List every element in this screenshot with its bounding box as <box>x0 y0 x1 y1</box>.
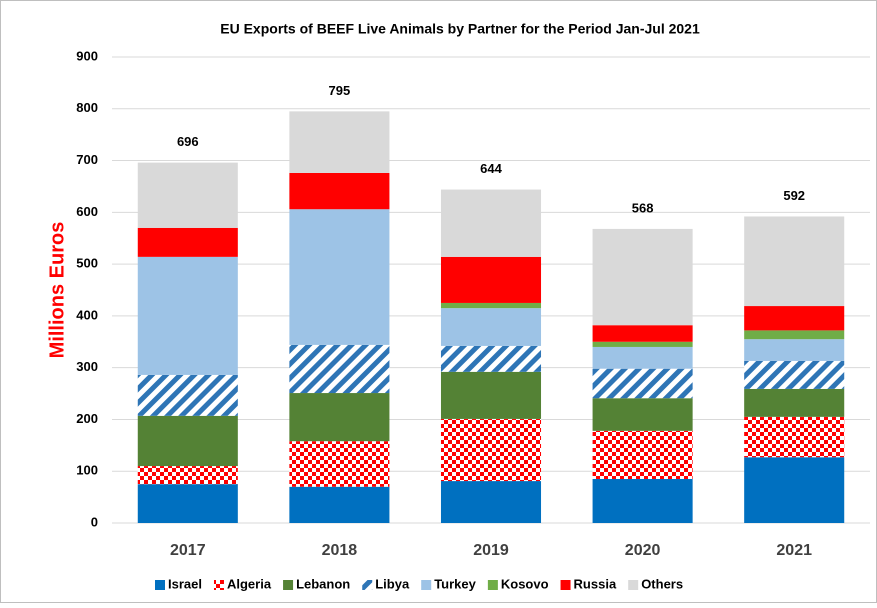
bar-segment <box>744 416 845 458</box>
bar-segment <box>137 162 238 228</box>
legend-label: Kosovo <box>501 576 549 591</box>
legend-swatch <box>628 580 639 590</box>
total-label: 644 <box>480 161 502 176</box>
legend-swatch <box>421 580 432 590</box>
x-tick-label: 2018 <box>322 542 358 559</box>
y-tick-label: 400 <box>76 307 98 322</box>
bar-segment <box>744 339 845 361</box>
bar-segment <box>440 481 542 523</box>
bar-segment <box>592 368 693 399</box>
chart-title: EU Exports of BEEF Live Animals by Partn… <box>220 21 700 37</box>
bar-segment <box>137 256 238 375</box>
y-tick-label: 500 <box>76 256 98 271</box>
bar-segment <box>440 418 542 482</box>
total-label: 795 <box>329 83 351 98</box>
bar-segment <box>592 430 693 479</box>
bar-segment <box>440 302 542 309</box>
bar-segment <box>744 330 845 340</box>
total-label: 568 <box>632 200 654 215</box>
y-tick-label: 800 <box>76 100 98 115</box>
legend-swatch <box>487 580 498 590</box>
total-label: 592 <box>783 188 805 203</box>
bar-segment <box>592 346 693 369</box>
x-tick-label: 2019 <box>473 542 509 559</box>
bar-segment <box>744 457 845 523</box>
legend-swatch <box>283 580 294 590</box>
legend-swatch <box>362 580 373 590</box>
legend-label: Libya <box>375 576 410 591</box>
bar-segment <box>744 216 845 307</box>
legend-swatch <box>155 580 165 590</box>
bar-segment <box>289 209 390 345</box>
x-tick-label: 2020 <box>625 542 661 559</box>
bar-segment <box>440 308 542 346</box>
bar-segment <box>592 478 693 523</box>
bar-segment <box>289 441 390 487</box>
bar-segment <box>592 228 693 326</box>
bar-segment <box>744 360 845 389</box>
bar-segment <box>289 111 390 173</box>
y-tick-label: 300 <box>76 359 98 374</box>
legend-swatch <box>213 580 224 590</box>
legend-label: Lebanon <box>296 576 350 591</box>
x-tick-label: 2017 <box>170 542 206 559</box>
bar-segment <box>744 388 845 417</box>
bar-segment <box>137 374 238 416</box>
total-label: 696 <box>177 134 199 149</box>
bar-segment <box>592 341 693 347</box>
bar-segment <box>744 306 845 331</box>
legend-label: Israel <box>168 576 202 591</box>
bar-segment <box>289 486 390 523</box>
bar-segment <box>440 256 542 303</box>
legend-swatch <box>560 580 571 590</box>
bar-segment <box>440 371 542 419</box>
bar-segment <box>592 325 693 342</box>
bar-segment <box>440 189 542 257</box>
bar-segment <box>137 415 238 467</box>
bar-segment <box>592 398 693 431</box>
y-axis-title: Millions Euros <box>46 222 68 359</box>
bar-segment <box>137 484 238 523</box>
bar-segment <box>440 345 542 372</box>
legend-label: Russia <box>574 576 617 591</box>
bar-segment <box>289 344 390 394</box>
y-tick-label: 600 <box>76 204 98 219</box>
y-tick-label: 200 <box>76 411 98 426</box>
y-tick-label: 900 <box>76 48 98 63</box>
legend-label: Turkey <box>434 576 476 591</box>
legend-label: Algeria <box>227 576 272 591</box>
y-tick-label: 700 <box>76 152 98 167</box>
x-tick-label: 2021 <box>776 542 812 559</box>
legend-label: Others <box>641 576 683 591</box>
y-tick-label: 0 <box>91 514 98 529</box>
bar-segment <box>289 393 390 442</box>
y-tick-label: 100 <box>76 463 98 478</box>
bar-segment <box>289 172 390 210</box>
bar-segment <box>137 466 238 485</box>
bar-segment <box>137 227 238 257</box>
